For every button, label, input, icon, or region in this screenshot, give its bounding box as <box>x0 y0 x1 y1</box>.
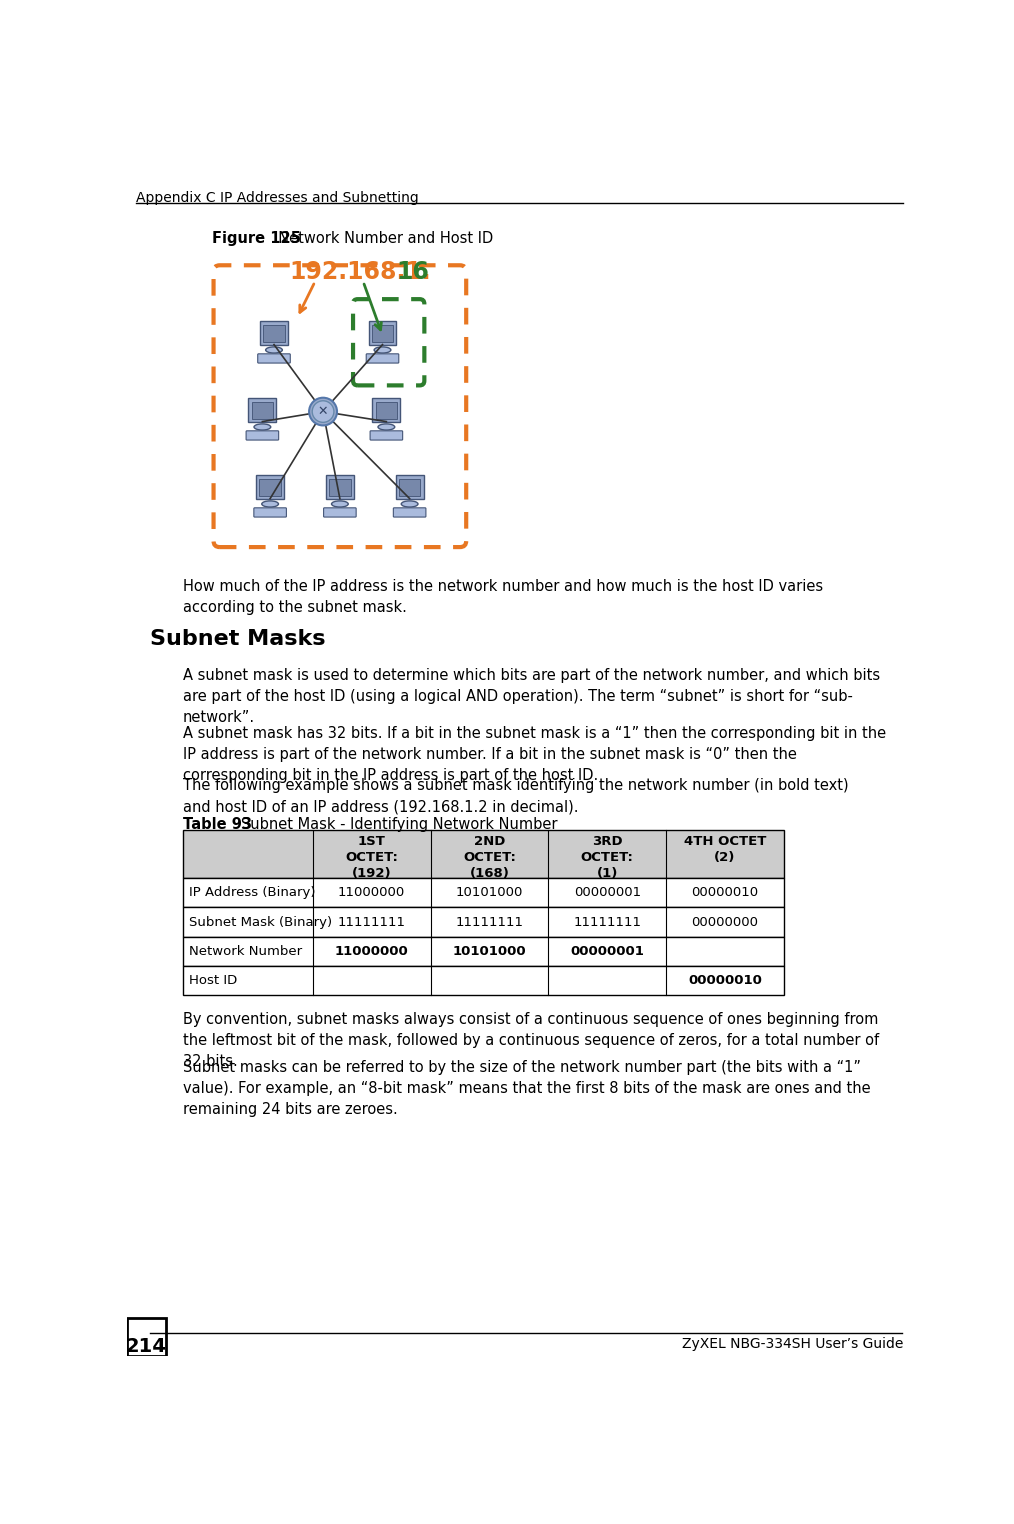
Text: 214: 214 <box>126 1337 166 1356</box>
Text: 11111111: 11111111 <box>573 916 641 928</box>
Text: How much of the IP address is the network number and how much is the host ID var: How much of the IP address is the networ… <box>183 579 822 616</box>
Text: Subnet Mask (Binary): Subnet Mask (Binary) <box>189 916 332 928</box>
FancyBboxPatch shape <box>260 322 288 344</box>
Text: 11111111: 11111111 <box>338 916 406 928</box>
FancyBboxPatch shape <box>393 507 426 517</box>
Text: Appendix C IP Addresses and Subnetting: Appendix C IP Addresses and Subnetting <box>136 190 419 204</box>
FancyBboxPatch shape <box>323 507 356 517</box>
Ellipse shape <box>402 501 418 507</box>
Text: IP Address (Binary): IP Address (Binary) <box>189 887 315 899</box>
Ellipse shape <box>332 501 348 507</box>
Text: Subnet masks can be referred to by the size of the network number part (the bits: Subnet masks can be referred to by the s… <box>183 1059 870 1117</box>
Ellipse shape <box>378 424 394 430</box>
Bar <box>183 937 784 966</box>
Text: 11000000: 11000000 <box>338 887 406 899</box>
FancyBboxPatch shape <box>372 398 401 422</box>
Circle shape <box>312 401 334 422</box>
FancyBboxPatch shape <box>246 431 279 440</box>
Bar <box>375 401 397 419</box>
Text: Host ID: Host ID <box>189 974 237 988</box>
Text: ✕: ✕ <box>317 405 329 418</box>
FancyBboxPatch shape <box>214 265 466 547</box>
Bar <box>183 966 784 995</box>
FancyBboxPatch shape <box>325 475 354 498</box>
Ellipse shape <box>374 347 390 354</box>
Text: Figure 125: Figure 125 <box>212 230 301 245</box>
FancyBboxPatch shape <box>254 507 286 517</box>
Text: By convention, subnet masks always consist of a continuous sequence of ones begi: By convention, subnet masks always consi… <box>183 1012 879 1070</box>
Text: A subnet mask is used to determine which bits are part of the network number, an: A subnet mask is used to determine which… <box>183 668 880 725</box>
Text: 00000010: 00000010 <box>689 974 762 988</box>
Text: Table 93: Table 93 <box>183 817 251 832</box>
Text: 00000000: 00000000 <box>692 916 758 928</box>
Text: Subnet Mask - Identifying Network Number: Subnet Mask - Identifying Network Number <box>227 817 558 832</box>
Text: 192.168.1.: 192.168.1. <box>290 261 431 283</box>
Bar <box>183 907 784 937</box>
FancyBboxPatch shape <box>368 322 396 344</box>
Bar <box>251 401 273 419</box>
Ellipse shape <box>262 501 279 507</box>
Text: The following example shows a subnet mask identifying the network number (in bol: The following example shows a subnet mas… <box>183 779 848 814</box>
Text: 10101000: 10101000 <box>452 945 526 959</box>
Bar <box>183 831 784 878</box>
Bar <box>372 325 393 341</box>
Bar <box>264 325 285 341</box>
Text: Network Number and Host ID: Network Number and Host ID <box>269 230 493 245</box>
FancyBboxPatch shape <box>395 475 424 498</box>
Text: A subnet mask has 32 bits. If a bit in the subnet mask is a “1” then the corresp: A subnet mask has 32 bits. If a bit in t… <box>183 725 885 783</box>
Text: 00000010: 00000010 <box>692 887 758 899</box>
Ellipse shape <box>266 347 282 354</box>
FancyBboxPatch shape <box>257 475 284 498</box>
Bar <box>127 1318 165 1356</box>
Text: ZyXEL NBG-334SH User’s Guide: ZyXEL NBG-334SH User’s Guide <box>682 1337 903 1352</box>
FancyBboxPatch shape <box>248 398 277 422</box>
Text: 3RD
OCTET:
(1): 3RD OCTET: (1) <box>581 835 634 879</box>
Bar <box>329 479 351 495</box>
Text: 10101000: 10101000 <box>455 887 523 899</box>
Text: 00000001: 00000001 <box>574 887 641 899</box>
Text: 00000001: 00000001 <box>570 945 644 959</box>
Bar <box>260 479 281 495</box>
Text: Subnet Masks: Subnet Masks <box>150 629 325 649</box>
FancyBboxPatch shape <box>258 354 290 363</box>
Text: 1ST
OCTET:
(192): 1ST OCTET: (192) <box>345 835 399 879</box>
Text: 11111111: 11111111 <box>455 916 523 928</box>
Ellipse shape <box>254 424 271 430</box>
Text: 2ND
OCTET:
(168): 2ND OCTET: (168) <box>463 835 516 879</box>
Circle shape <box>309 398 337 425</box>
Text: 11000000: 11000000 <box>335 945 409 959</box>
Text: Network Number: Network Number <box>189 945 302 959</box>
FancyBboxPatch shape <box>366 354 399 363</box>
Text: 16: 16 <box>396 261 429 283</box>
Bar <box>399 479 421 495</box>
Text: 4TH OCTET
(2): 4TH OCTET (2) <box>683 835 767 864</box>
FancyBboxPatch shape <box>370 431 403 440</box>
Bar <box>183 878 784 907</box>
